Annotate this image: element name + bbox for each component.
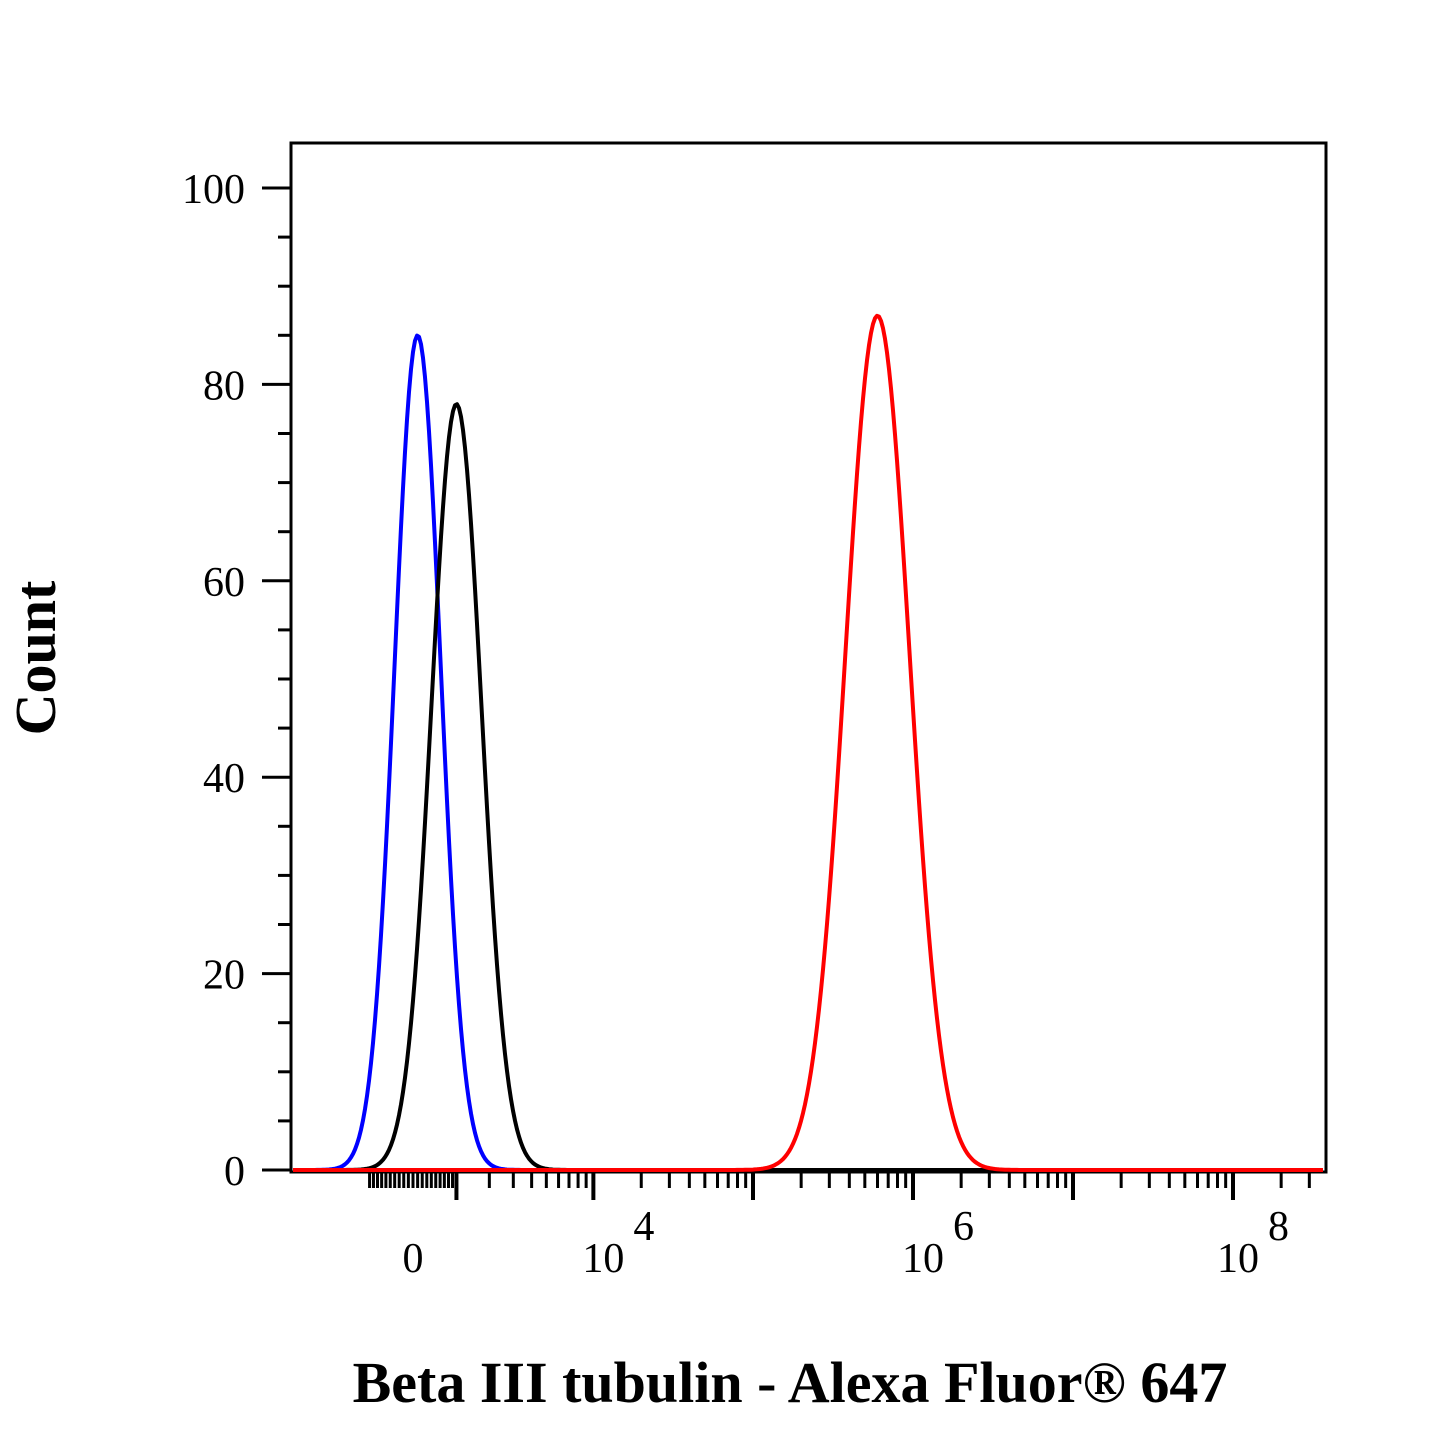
x-tick-label: 10 <box>582 1236 624 1282</box>
y-tick-label: 20 <box>203 953 245 999</box>
x-tick-label: 10 <box>1217 1236 1259 1282</box>
x-tick-label: 0 <box>403 1236 424 1282</box>
x-axis-title: Beta III tubulin - Alexa Fluor® 647 <box>353 1350 1228 1415</box>
series-line-3 <box>293 313 1323 1172</box>
x-tick-label: 10 <box>902 1236 944 1282</box>
y-tick-label: 0 <box>224 1149 245 1195</box>
y-tick-label: 100 <box>182 167 245 213</box>
y-axis-title: Count <box>3 580 68 735</box>
x-tick-exponent: 4 <box>633 1204 654 1250</box>
y-tick-label: 60 <box>203 560 245 606</box>
y-tick-label: 40 <box>203 756 245 802</box>
x-tick-exponent: 8 <box>1268 1204 1289 1250</box>
series-layer <box>293 313 1323 1172</box>
y-tick-label: 80 <box>203 363 245 409</box>
x-tick-exponent: 6 <box>953 1204 974 1250</box>
y-axis: 0 20 40 60 80 100 <box>182 167 291 1195</box>
